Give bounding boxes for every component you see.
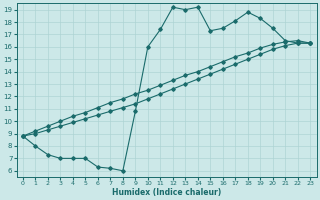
X-axis label: Humidex (Indice chaleur): Humidex (Indice chaleur) (112, 188, 221, 197)
